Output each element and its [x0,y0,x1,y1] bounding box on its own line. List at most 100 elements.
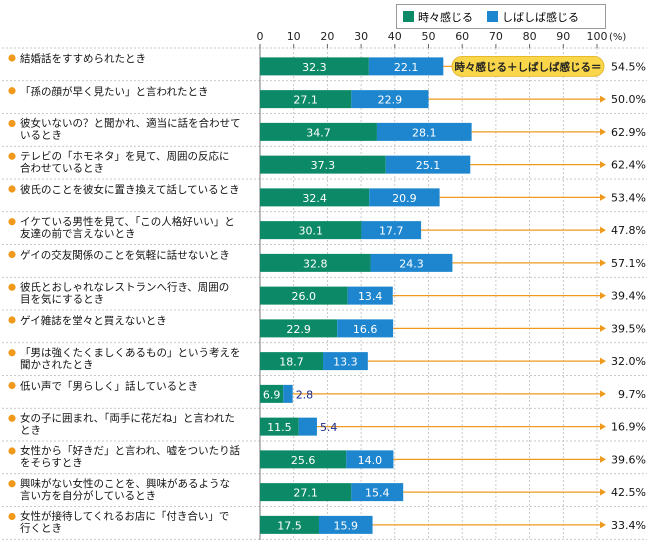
total-arrow [600,521,606,529]
category-bullet [8,54,16,62]
bar-series1 [260,57,369,76]
category-label: 「男は強くたくましくあるもの」という考えを [20,346,241,359]
value-label-series1: 34.7 [306,126,331,139]
category-bullet [8,283,16,291]
category-bullet [8,87,16,95]
total-label: 16.9% [611,421,646,434]
category-bullet [8,316,16,324]
bar-series2 [369,188,440,207]
category-bullet [8,480,16,488]
total-arrow [600,324,606,332]
x-tick-label: 60 [455,30,469,43]
value-label-series2: 22.9 [378,94,403,107]
total-label: 39.6% [611,453,646,466]
value-label-series1: 25.6 [291,454,316,467]
value-label-series1: 18.7 [279,356,304,369]
value-label-series2: 13.4 [358,290,383,303]
total-label: 53.4% [611,191,646,204]
value-label-series1: 17.5 [277,519,302,532]
axis-unit-label: (%) [609,32,626,43]
bar-series2 [361,221,422,240]
x-tick-label: 30 [354,30,368,43]
bar-series2 [376,122,472,141]
total-arrow [600,128,606,136]
total-arrow [600,259,606,267]
total-label: 57.1% [611,257,646,270]
total-label: 9.7% [618,388,646,401]
total-label: 42.5% [611,486,646,499]
category-label: イケている男性を見て、「この人格好いい」と [20,215,235,228]
value-label-series2: 25.1 [416,159,441,172]
category-label: 女性が接待してくれるお店に「付き合い」で [20,510,229,523]
total-label: 39.5% [611,322,646,335]
category-label: ゲイ雑誌を堂々と買えないとき [20,314,167,327]
bar-series1 [260,352,324,371]
bar-series2 [298,417,317,436]
total-label: 54.5% [611,60,646,73]
bar-series1 [260,155,386,174]
category-bullet [8,152,16,160]
category-bullet [8,381,16,390]
value-label-series1: 32.8 [303,257,328,270]
value-label-series2: 24.3 [399,257,424,270]
bar-series1 [260,384,284,403]
category-label: 結婚話をすすめられたとき [20,52,146,65]
total-label: 39.4% [611,290,646,303]
bar-series1 [260,122,377,141]
x-tick-label: 0 [257,30,264,43]
bar-series1 [260,253,371,272]
category-label: 言い方を自分がしているとき [20,489,156,502]
total-arrow [600,423,606,431]
legend-item-series1: 時々感じる [397,9,473,25]
value-label-series1: 6.9 [263,388,281,401]
total-arrow [600,357,606,365]
legend-swatch-series1 [403,11,414,22]
bar-series2 [347,286,393,305]
value-label-series1: 26.0 [292,290,317,303]
value-label-series2: 20.9 [392,192,417,205]
bar-series2 [370,253,453,272]
total-arrow [600,161,606,169]
value-label-series2: 15.9 [334,519,359,532]
value-label-series2: 15.4 [365,487,390,500]
value-label-series2: 2.8 [296,388,314,401]
value-label-series2: 5.4 [320,421,338,434]
bar-series1 [260,417,299,436]
total-arrow [600,226,606,234]
category-label: 聞かされたとき [20,359,94,371]
legend-item-series2: しばしば感じる [481,9,579,25]
bar-series2 [318,515,373,534]
total-label: 33.4% [611,519,646,532]
bar-series1 [260,286,348,305]
bar-series2 [323,352,368,371]
total-label: 50.0% [611,93,646,106]
category-label: とき [20,424,41,436]
total-label: 62.9% [611,126,646,139]
total-arrow [600,488,606,496]
bar-series1 [260,319,338,338]
total-label: 62.4% [611,159,646,172]
total-arrow [600,95,606,103]
value-label-series1: 27.1 [293,487,318,500]
bar-series2 [368,57,444,76]
value-label-series2: 17.7 [379,225,404,238]
total-label: 47.8% [611,224,646,237]
value-label-series1: 30.1 [298,225,323,238]
legend-label-series1: 時々感じる [418,10,473,24]
x-tick-label: 70 [489,30,503,43]
value-label-series1: 32.3 [302,61,327,74]
category-label: 彼女いないの？と聞かれ、適当に話を合わせて [20,117,241,130]
x-tick-label: 50 [422,30,436,43]
category-bullet [8,447,16,455]
total-arrow [600,455,606,463]
bar-series1 [260,450,347,469]
value-label-series1: 32.4 [302,192,327,205]
bar-series2 [385,155,471,174]
x-tick-label: 100 [587,30,608,43]
category-bullet [8,218,16,226]
total-arrow [600,193,606,201]
category-label: 友達の前で言えないとき [20,227,136,240]
bar-series2 [346,450,394,469]
category-bullet [8,512,16,521]
